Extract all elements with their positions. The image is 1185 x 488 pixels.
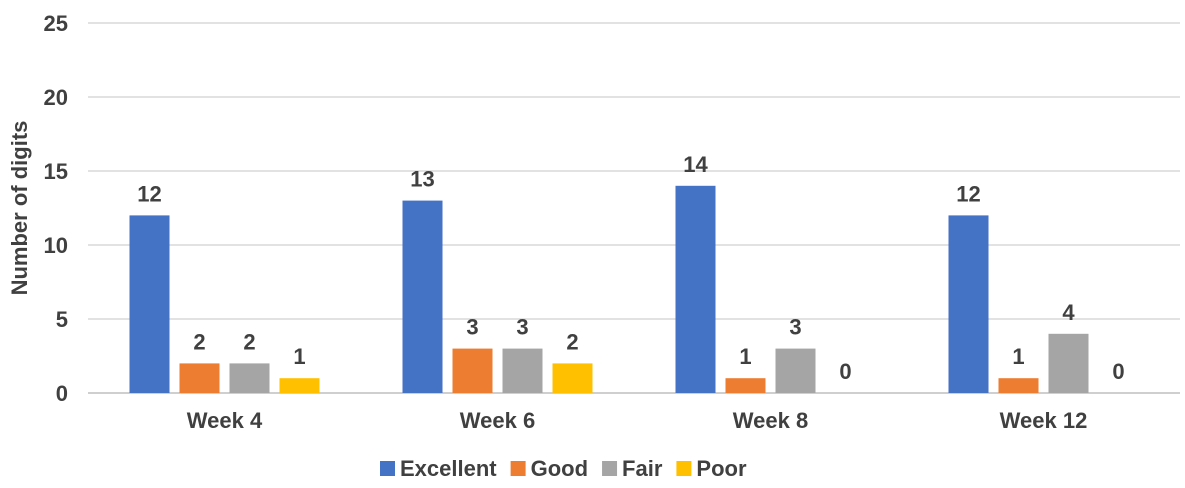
y-axis-label: Number of digits [7,121,32,296]
bar-fair-week-4 [229,363,270,393]
data-label: 12 [137,181,161,206]
data-label: 3 [516,315,528,340]
data-label: 2 [193,329,205,354]
data-label: 1 [1012,344,1024,369]
legend-label-poor: Poor [696,456,747,481]
bar-good-week-4 [179,363,220,393]
data-label: 0 [1112,359,1124,384]
legend-label-fair: Fair [622,456,663,481]
x-axis-ticks: Week 4 Week 6 Week 8 Week 12 [187,408,1088,433]
y-tick-label: 15 [44,159,68,184]
y-tick-label: 20 [44,85,68,110]
bar-poor-week-4 [279,378,320,393]
bars [129,185,1089,393]
data-label: 12 [956,181,980,206]
bar-good-week-8 [725,378,766,393]
legend-swatch-good [510,461,526,476]
legend-swatch-fair [602,461,618,476]
y-tick-label: 25 [44,11,68,36]
data-label: 1 [739,344,751,369]
bar-excellent-week-6 [402,200,443,393]
bar-fair-week-8 [775,348,816,393]
data-label: 0 [839,359,851,384]
bar-good-week-12 [998,378,1039,393]
data-label: 13 [410,167,434,192]
data-label: 2 [566,329,578,354]
bar-fair-week-12 [1048,333,1089,393]
legend-swatch-poor [676,461,692,476]
legend-label-excellent: Excellent [400,456,497,481]
data-label: 1 [293,344,305,369]
bar-excellent-week-4 [129,215,170,393]
x-tick-label: Week 4 [187,408,263,433]
y-tick-label: 0 [56,381,68,406]
data-label: 14 [683,152,708,177]
legend: Excellent Good Fair Poor [380,456,747,481]
data-label: 2 [243,329,255,354]
y-axis-ticks: 0 5 10 15 20 25 [44,11,68,406]
bar-poor-week-6 [552,363,593,393]
gridlines [88,22,1180,394]
data-label: 3 [789,315,801,340]
x-tick-label: Week 12 [1000,408,1088,433]
x-tick-label: Week 6 [460,408,535,433]
y-tick-label: 5 [56,307,68,332]
legend-swatch-excellent [380,461,395,476]
bar-excellent-week-12 [948,215,989,393]
legend-label-good: Good [531,456,588,481]
data-label: 4 [1062,300,1075,325]
x-tick-label: Week 8 [733,408,808,433]
data-label: 3 [466,315,478,340]
bar-fair-week-6 [502,348,543,393]
y-tick-label: 10 [44,233,68,258]
bar-good-week-6 [452,348,493,393]
bar-excellent-week-8 [675,185,716,393]
